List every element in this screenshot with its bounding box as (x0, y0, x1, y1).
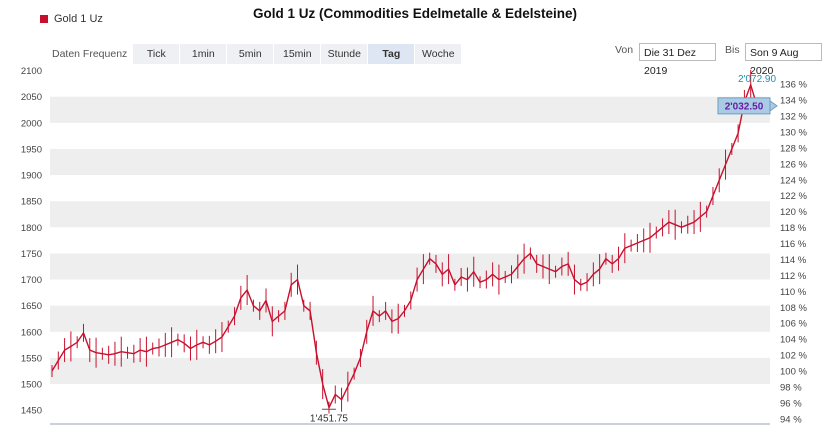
y2-tick-label: 108 % (780, 303, 807, 314)
y2-tick-label: 112 % (780, 271, 807, 282)
y-tick-label: 1450 (21, 406, 42, 417)
range-to-label: Bis (725, 44, 740, 56)
y2-tick-label: 118 % (780, 223, 807, 234)
y2-tick-label: 98 % (780, 382, 802, 393)
y2-tick-label: 132 % (780, 112, 807, 123)
grid-band (50, 357, 770, 385)
frequency-label: Daten Frequenz (52, 48, 128, 60)
grid-band (50, 96, 770, 123)
y-tick-label: 1900 (21, 171, 42, 182)
y2-tick-label: 120 % (780, 207, 807, 218)
y2-tick-label: 128 % (780, 143, 807, 154)
grid-band (50, 201, 770, 228)
grid-band (50, 253, 770, 280)
range-from-input[interactable]: Die 31 Dez 2019 (639, 43, 716, 77)
y2-tick-label: 116 % (780, 239, 807, 250)
y-tick-label: 1850 (21, 197, 42, 208)
y2-tick-label: 96 % (780, 398, 802, 409)
legend-swatch (40, 15, 48, 23)
frequency-toolbar: Daten Frequenz Tick 1min 5min 15min Stun… (52, 44, 462, 64)
y2-tick-label: 102 % (780, 351, 807, 362)
freq-tag-button[interactable]: Tag (368, 44, 415, 64)
y-tick-label: 2100 (21, 66, 42, 77)
grid-band (50, 148, 770, 176)
y-tick-label: 1500 (21, 380, 42, 391)
y2-tick-label: 106 % (780, 319, 807, 330)
y-tick-label: 2000 (21, 118, 42, 129)
last-value-label: 2'032.50 (725, 101, 764, 112)
freq-15min-button[interactable]: 15min (274, 44, 321, 64)
chart-title: Gold 1 Uz (Commodities Edelmetalle & Ede… (252, 6, 578, 21)
y-tick-label: 1800 (21, 223, 42, 234)
freq-5min-button[interactable]: 5min (227, 44, 274, 64)
freq-tick-button[interactable]: Tick (133, 44, 180, 64)
y-tick-label: 2050 (21, 92, 42, 103)
y-tick-label: 1550 (21, 353, 42, 364)
y2-tick-label: 104 % (780, 335, 807, 346)
y-tick-label: 1650 (21, 301, 42, 312)
y-tick-label: 1600 (21, 327, 42, 338)
y-tick-label: 1700 (21, 275, 42, 286)
y-tick-label: 1750 (21, 249, 42, 260)
y2-tick-label: 124 % (780, 175, 807, 186)
y2-tick-label: 114 % (780, 255, 807, 266)
legend-label: Gold 1 Uz (54, 13, 103, 25)
y2-tick-label: 136 % (780, 80, 807, 91)
freq-1min-button[interactable]: 1min (180, 44, 227, 64)
y2-tick-label: 122 % (780, 191, 807, 202)
y2-tick-label: 100 % (780, 366, 807, 377)
grid-band (50, 305, 770, 332)
range-from-label: Von (615, 44, 634, 56)
range-to-input[interactable]: Son 9 Aug 2020 (745, 43, 822, 77)
low-label: 1'451.75 (310, 413, 348, 424)
freq-stunde-button[interactable]: Stunde (321, 44, 368, 64)
y2-tick-label: 126 % (780, 159, 807, 170)
freq-woche-button[interactable]: Woche (415, 44, 462, 64)
y2-tick-label: 110 % (780, 287, 807, 298)
y-tick-label: 1950 (21, 144, 42, 155)
y2-tick-label: 94 % (780, 414, 802, 425)
chart-legend: Gold 1 Uz (40, 13, 103, 25)
y2-tick-label: 130 % (780, 127, 807, 138)
last-value-pointer (769, 99, 778, 112)
y2-tick-label: 134 % (780, 96, 807, 107)
high-label: 2'072.90 (738, 74, 776, 85)
